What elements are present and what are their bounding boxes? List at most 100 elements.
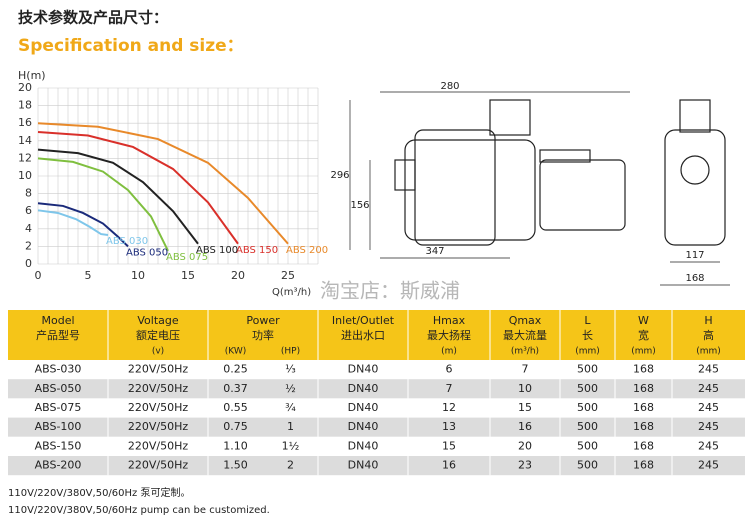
x-tick-label: 10: [131, 269, 145, 282]
table-header: L: [584, 314, 591, 327]
y-tick-label: 16: [18, 116, 32, 129]
table-cell: 1.50: [223, 459, 248, 472]
side-body: [664, 129, 726, 246]
pump-housing: [414, 129, 496, 246]
table-cell: 7: [522, 363, 529, 376]
table-cell: 7: [446, 382, 453, 395]
table-cell: 0.37: [223, 382, 248, 395]
x-tick-label: 25: [281, 269, 295, 282]
curve: [37, 122, 289, 245]
table-cell: 245: [698, 439, 719, 452]
table-cell: 16: [518, 420, 532, 433]
table-header: 额定电压: [136, 328, 180, 342]
side-inlet: [680, 155, 710, 185]
table-cell: 168: [633, 382, 654, 395]
footer-note: 110V/220V/380V,50/60Hz 泵可定制。: [8, 486, 190, 499]
table-header: 进出水口: [341, 328, 385, 342]
table-cell: 13: [442, 420, 456, 433]
table-cell: 0.25: [223, 363, 248, 376]
table-header: 最大扬程: [427, 328, 471, 342]
curve: [37, 131, 239, 245]
table-cell: 0.55: [223, 401, 248, 414]
table-cell: 500: [577, 363, 598, 376]
table-header: W: [638, 314, 649, 327]
table-unit: (KW): [225, 347, 247, 357]
curve-label: ABS 050: [126, 247, 168, 258]
table-header: 功率: [252, 328, 274, 342]
table-cell: 245: [698, 363, 719, 376]
table-cell: 245: [698, 382, 719, 395]
curve-label: ABS 100: [196, 245, 238, 256]
pump-body: [404, 139, 536, 241]
table-cell: DN40: [348, 420, 379, 433]
table-unit: (m³/h): [511, 347, 539, 357]
curve-label: ABS 030: [106, 236, 148, 247]
table-cell: ABS-030: [35, 363, 82, 376]
table-row-bg: [8, 379, 745, 399]
table-cell: 500: [577, 459, 598, 472]
table-unit: (mm): [696, 347, 721, 357]
table-row-bg: [8, 417, 745, 437]
table-cell: 15: [518, 401, 532, 414]
motor: [539, 159, 626, 231]
x-axis-label: Q(m³/h): [272, 287, 311, 298]
table-unit: (v): [152, 347, 164, 357]
table-row-bg: [8, 360, 745, 380]
y-tick-label: 4: [25, 222, 32, 235]
table-cell: ¾: [285, 401, 296, 414]
table-cell: 245: [698, 420, 719, 433]
y-tick-label: 20: [18, 81, 32, 94]
dim-label: 280: [440, 81, 459, 92]
curve-label: ABS 075: [166, 252, 208, 263]
table-header: 长: [582, 329, 593, 342]
table-header: H: [704, 314, 712, 327]
table-cell: ABS-200: [35, 459, 82, 472]
y-tick-label: 8: [25, 187, 32, 200]
table-cell: ABS-075: [35, 401, 82, 414]
table-row-bg: [8, 436, 745, 456]
table-header: 产品型号: [36, 328, 80, 342]
table-cell: 220V/50Hz: [128, 439, 188, 452]
dim-label: 168: [685, 273, 704, 284]
table-cell: 16: [442, 459, 456, 472]
table-cell: DN40: [348, 363, 379, 376]
x-tick-label: 0: [35, 269, 42, 282]
table-cell: 6: [446, 363, 453, 376]
table-cell: 245: [698, 459, 719, 472]
table-header: Model: [41, 314, 74, 327]
table-unit: (mm): [631, 347, 656, 357]
table-cell: 220V/50Hz: [128, 401, 188, 414]
table-cell: ABS-100: [35, 420, 82, 433]
y-tick-label: 6: [25, 204, 32, 217]
table-cell: 500: [577, 439, 598, 452]
curve-label: ABS 150: [236, 245, 278, 256]
footer-note: 110V/220V/380V,50/60Hz pump can be custo…: [8, 505, 270, 516]
table-unit: (HP): [281, 347, 300, 357]
y-tick-label: 0: [25, 257, 32, 270]
table-cell: 245: [698, 401, 719, 414]
table-cell: 220V/50Hz: [128, 382, 188, 395]
table-cell: 1: [287, 420, 294, 433]
table-cell: 1.10: [223, 439, 248, 452]
table-cell: 168: [633, 459, 654, 472]
table-unit: (m): [441, 347, 457, 357]
inlet: [394, 159, 416, 191]
y-tick-label: 18: [18, 99, 32, 112]
table-cell: 12: [442, 401, 456, 414]
table-cell: 2: [287, 459, 294, 472]
table-cell: 500: [577, 382, 598, 395]
table-header: Qmax: [509, 314, 542, 327]
table-cell: 10: [518, 382, 532, 395]
table-header: Power: [246, 314, 280, 327]
table-cell: 15: [442, 439, 456, 452]
table-cell: 23: [518, 459, 532, 472]
table-header: 高: [703, 328, 714, 342]
y-tick-label: 2: [25, 239, 32, 252]
table-cell: 168: [633, 401, 654, 414]
y-tick-label: 12: [18, 151, 32, 164]
table-cell: DN40: [348, 439, 379, 452]
table-header: Inlet/Outlet: [332, 314, 395, 327]
curve-label: ABS 200: [286, 245, 328, 256]
table-cell: DN40: [348, 459, 379, 472]
